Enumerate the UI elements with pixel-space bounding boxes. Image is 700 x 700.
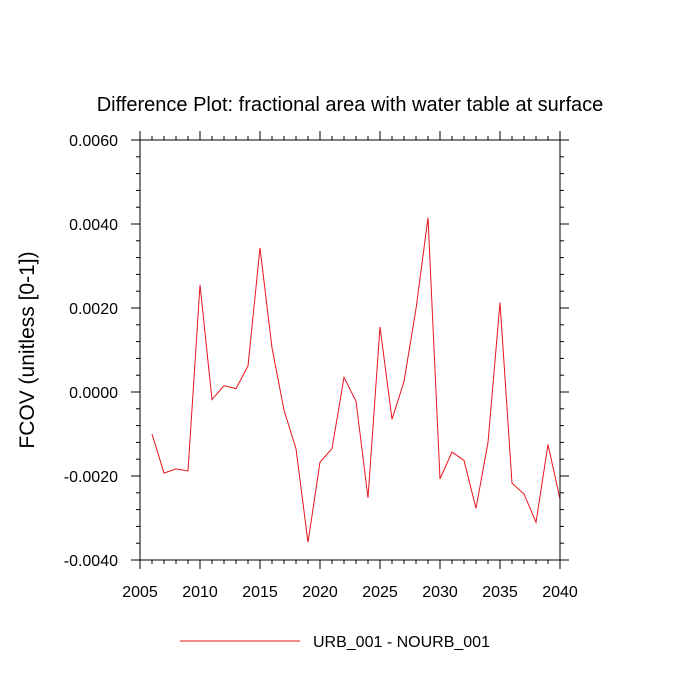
x-tick-label: 2035 bbox=[482, 584, 518, 601]
series-line bbox=[151, 217, 561, 543]
x-tick-label: 2005 bbox=[122, 584, 158, 601]
y-tick-label: 0.0060 bbox=[69, 133, 118, 150]
x-tick-label: 2020 bbox=[302, 584, 338, 601]
y-tick-label: 0.0000 bbox=[69, 385, 118, 402]
x-tick-label: 2025 bbox=[362, 584, 398, 601]
y-tick-label: -0.0040 bbox=[64, 553, 118, 570]
major-ticks bbox=[131, 131, 569, 569]
y-tick-labels: -0.0040 -0.0020 0.0000 0.0020 0.0040 0.0060 bbox=[64, 133, 118, 570]
x-tick-label: 2030 bbox=[422, 584, 458, 601]
x-tick-label: 2010 bbox=[182, 584, 218, 601]
series-layer bbox=[151, 217, 561, 543]
y-tick-label: 0.0020 bbox=[69, 301, 118, 318]
plot-frame bbox=[139, 139, 561, 561]
x-tick-label: 2015 bbox=[242, 584, 278, 601]
legend-label: URB_001 - NOURB_001 bbox=[313, 634, 490, 651]
y-tick-label: 0.0040 bbox=[69, 217, 118, 234]
legend: URB_001 - NOURB_001 bbox=[180, 634, 490, 651]
y-tick-label: -0.0020 bbox=[64, 469, 118, 486]
minor-ticks bbox=[136, 136, 564, 564]
x-tick-label: 2040 bbox=[542, 584, 578, 601]
x-tick-labels: 2005 2010 2015 2020 2025 2030 2035 2040 bbox=[122, 584, 578, 601]
y-axis-label: FCOV (unitless [0-1]) bbox=[16, 251, 39, 448]
chart-title: Difference Plot: fractional area with wa… bbox=[97, 94, 604, 116]
